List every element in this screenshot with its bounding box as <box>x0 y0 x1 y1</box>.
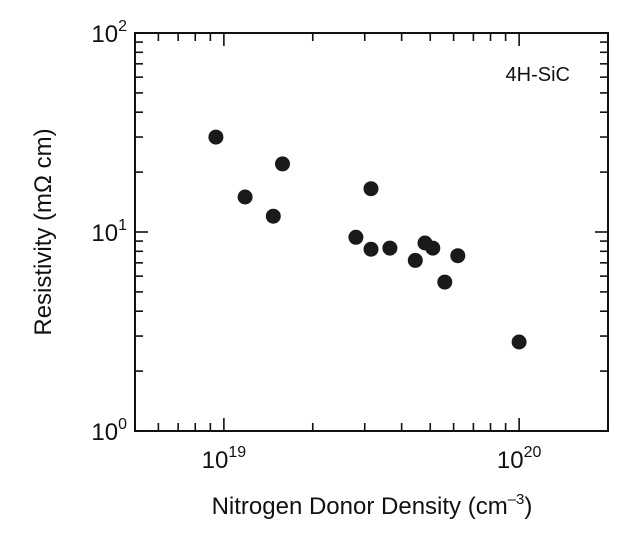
annotation-label: 4H-SiC <box>506 64 570 86</box>
x-axis-title: Nitrogen Donor Density (cm–3) <box>212 491 533 520</box>
data-point <box>208 129 224 145</box>
data-point <box>275 156 290 172</box>
plot-frame <box>134 32 609 432</box>
data-point <box>348 229 364 245</box>
tick-marks <box>134 32 609 432</box>
x-axis-title-close: ) <box>524 493 532 520</box>
data-point <box>237 189 253 205</box>
data-point <box>450 248 466 264</box>
data-point <box>437 274 453 290</box>
data-points <box>208 129 527 350</box>
data-point <box>265 208 281 224</box>
x-tick-label: 1019 <box>202 444 247 474</box>
data-point <box>382 240 398 256</box>
y-tick-label: 102 <box>91 18 127 48</box>
data-point <box>363 241 379 257</box>
data-point <box>425 240 441 256</box>
tick-labels: 1019 1020 100 101 102 <box>91 18 541 474</box>
data-point <box>363 181 379 197</box>
y-tick-label: 101 <box>91 217 127 247</box>
y-axis-title: Resistivity (mΩ cm) <box>30 128 57 335</box>
data-point <box>407 252 423 268</box>
x-tick-label: 1020 <box>497 444 542 474</box>
x-axis-title-exponent: –3 <box>508 491 525 508</box>
y-tick-label: 100 <box>91 416 127 446</box>
data-point <box>511 334 527 350</box>
x-axis-title-main: Nitrogen Donor Density (cm <box>212 493 508 520</box>
